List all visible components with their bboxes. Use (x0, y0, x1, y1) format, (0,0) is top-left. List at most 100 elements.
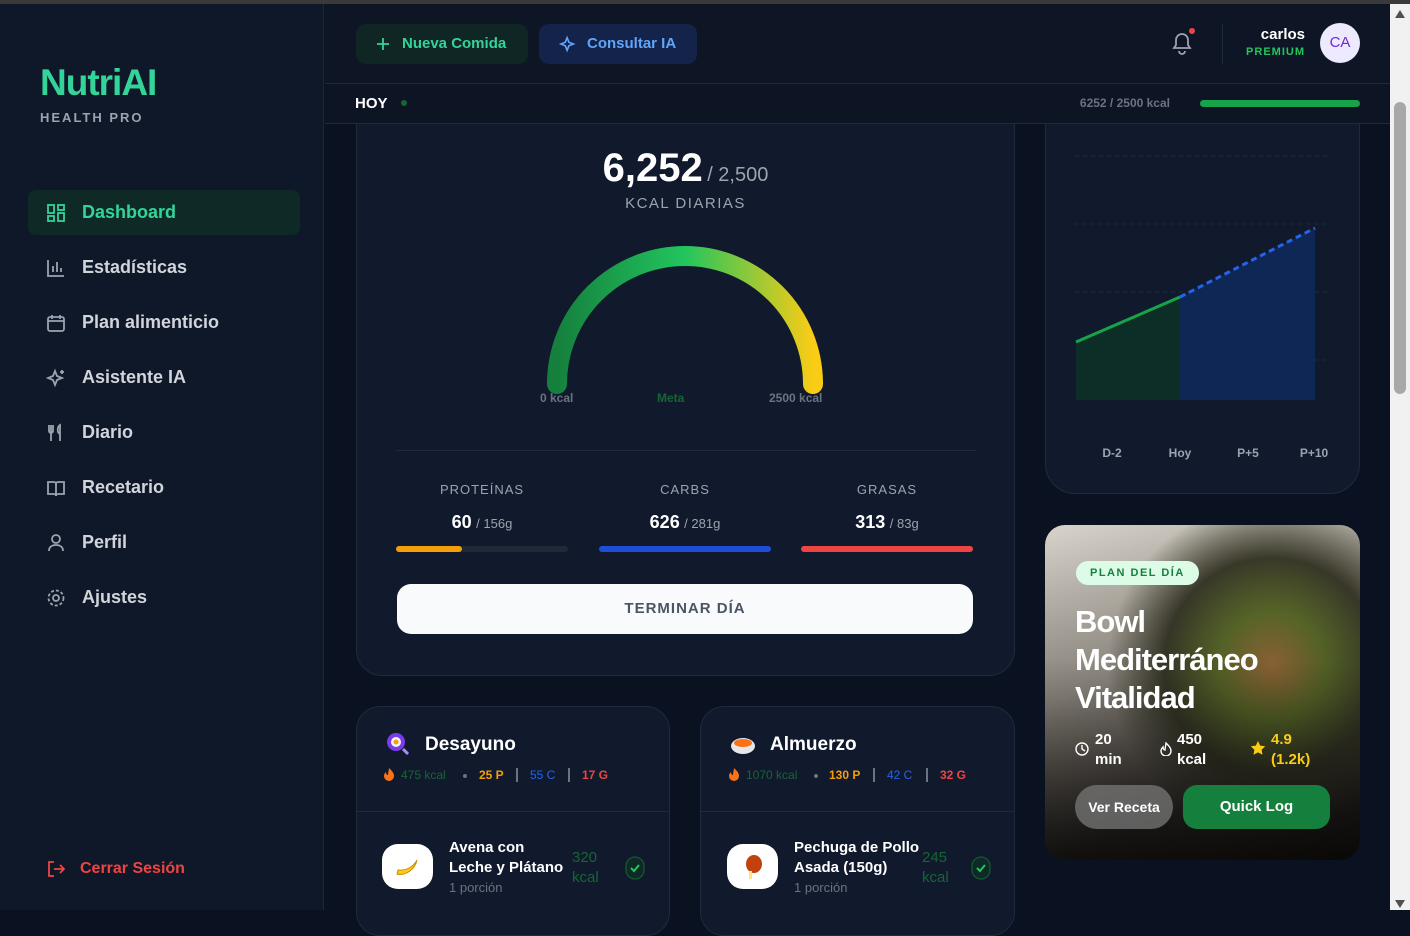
plan-time: 20 min (1095, 731, 1122, 768)
brand: NutriAI (40, 62, 157, 103)
lunch-icon (731, 738, 755, 754)
calorie-label: KCAL DIARIAS (625, 195, 746, 212)
nav-item[interactable]: Diario (28, 410, 300, 455)
clock-icon (1075, 742, 1089, 756)
food-name: Avena con Leche y Plátano (449, 839, 564, 876)
breakfast-icon (387, 733, 410, 756)
plan-title: Bowl Mediterráneo Vitalidad (1075, 604, 1259, 715)
meal-kcal: 475 kcal (401, 768, 446, 782)
meal-carbs: 42 C (887, 768, 913, 782)
nav-item[interactable]: Estadísticas (28, 245, 300, 290)
bell-icon[interactable] (1168, 28, 1196, 56)
nav-label: Perfil (82, 532, 128, 552)
meal-divider (701, 811, 1014, 812)
trend-label: D-2 (1102, 446, 1122, 460)
separator (568, 768, 570, 782)
scrollbar[interactable] (1390, 4, 1410, 910)
meal-divider (357, 811, 669, 812)
separator (926, 768, 928, 782)
meal-fat: 17 G (582, 768, 609, 782)
consult-ai-button[interactable]: Consultar IA (539, 24, 697, 64)
nav-item[interactable]: Perfil (28, 520, 300, 565)
browser-top (0, 0, 1410, 4)
separator-dot (814, 774, 818, 778)
nav-item[interactable]: Recetario (28, 465, 300, 510)
food-name: Pechuga de Pollo Asada (150g) (794, 839, 920, 876)
food-portion: 1 porción (449, 880, 503, 895)
new-meal-button[interactable]: Nueva Comida (356, 24, 528, 64)
avatar[interactable]: CA (1320, 23, 1360, 63)
meal-protein: 130 P (829, 768, 861, 782)
user-plan: PREMIUM (1246, 46, 1305, 58)
sidebar: NutriAI HEALTH PRO Dashboard Estadística… (0, 4, 324, 910)
sparkle-icon (559, 35, 576, 53)
calorie-value: 6,252 / 2,500 (356, 146, 1015, 191)
nav-label: Dashboard (82, 202, 177, 222)
quick-log-button[interactable]: Quick Log (1183, 785, 1330, 829)
trend-chart (1075, 155, 1330, 400)
nav-label: Asistente IA (82, 367, 187, 387)
nav-label: Ajustes (82, 587, 148, 607)
plus-icon (377, 38, 389, 50)
check-icon[interactable] (971, 856, 991, 880)
chicken (746, 855, 762, 879)
macro-goal: / 156g (476, 516, 513, 531)
flame-icon (729, 768, 739, 781)
separator (516, 768, 518, 782)
flame-icon (384, 768, 394, 781)
plan-kcal: 450 kcal (1177, 731, 1207, 768)
trend-label: P+5 (1237, 446, 1259, 460)
macro-value: 60 / 156g (392, 512, 572, 533)
macro-goal: / 83g (889, 516, 919, 531)
scroll-up[interactable] (1395, 10, 1405, 18)
separator (873, 768, 875, 782)
plan-rating: 4.9 (1.2k) (1271, 731, 1311, 768)
finish-day-button[interactable]: TERMINAR DÍA (397, 584, 973, 634)
view-recipe-button[interactable]: Ver Receta (1075, 785, 1173, 829)
meal-title: Almuerzo (770, 734, 857, 755)
brand-subtitle: HEALTH PRO (40, 110, 144, 125)
meal-carbs: 55 C (530, 768, 556, 782)
calorie-goal: / 2,500 (707, 164, 769, 186)
star-icon (1250, 741, 1266, 755)
nav-item[interactable]: Dashboard (28, 190, 300, 235)
today-label: HOY (355, 95, 388, 112)
live-dot (401, 100, 407, 106)
gauge-max: 2500 kcal (769, 391, 823, 405)
meal-protein: 25 P (479, 768, 504, 782)
macro-label: CARBS (660, 482, 710, 497)
nav-item[interactable]: Ajustes (28, 575, 300, 620)
logout[interactable]: Cerrar Sesión (80, 860, 185, 877)
trend-label: P+10 (1299, 446, 1329, 460)
nav-label: Plan alimenticio (82, 312, 220, 332)
button-label: Consultar IA (587, 35, 677, 52)
scroll-down[interactable] (1395, 900, 1405, 908)
food-kcal: 320 kcal (572, 849, 599, 886)
macro-goal: / 281g (684, 516, 721, 531)
macro-amount: 626 (649, 512, 680, 532)
button-label: Nueva Comida (402, 35, 507, 52)
banana (396, 859, 418, 875)
meal-card (700, 706, 1015, 936)
check-icon[interactable] (625, 856, 645, 880)
macro-track (599, 546, 771, 552)
scroll-thumb[interactable] (1394, 102, 1406, 394)
macro-value: 313 / 83g (797, 512, 977, 533)
meal-card (356, 706, 670, 936)
meal-fat: 32 G (940, 768, 967, 782)
macro-label: GRASAS (856, 482, 918, 497)
meal-kcal: 1070 kcal (746, 768, 798, 782)
meal-title: Desayuno (425, 734, 516, 755)
food-kcal: 245 kcal (922, 849, 949, 886)
nav-item[interactable]: Plan alimenticio (28, 300, 300, 345)
macro-label: PROTEÍNAS (439, 482, 525, 497)
calorie-summary: 6252 / 2500 kcal (1079, 96, 1170, 110)
nav-item[interactable]: Asistente IA (28, 355, 300, 400)
plan-tag: PLAN DEL DÍA (1076, 561, 1199, 585)
macro-track (396, 546, 568, 552)
food-portion: 1 porción (794, 880, 848, 895)
nav-label: Estadísticas (82, 257, 188, 277)
user-name: carlos (1260, 26, 1305, 43)
fire-icon (1160, 742, 1172, 756)
